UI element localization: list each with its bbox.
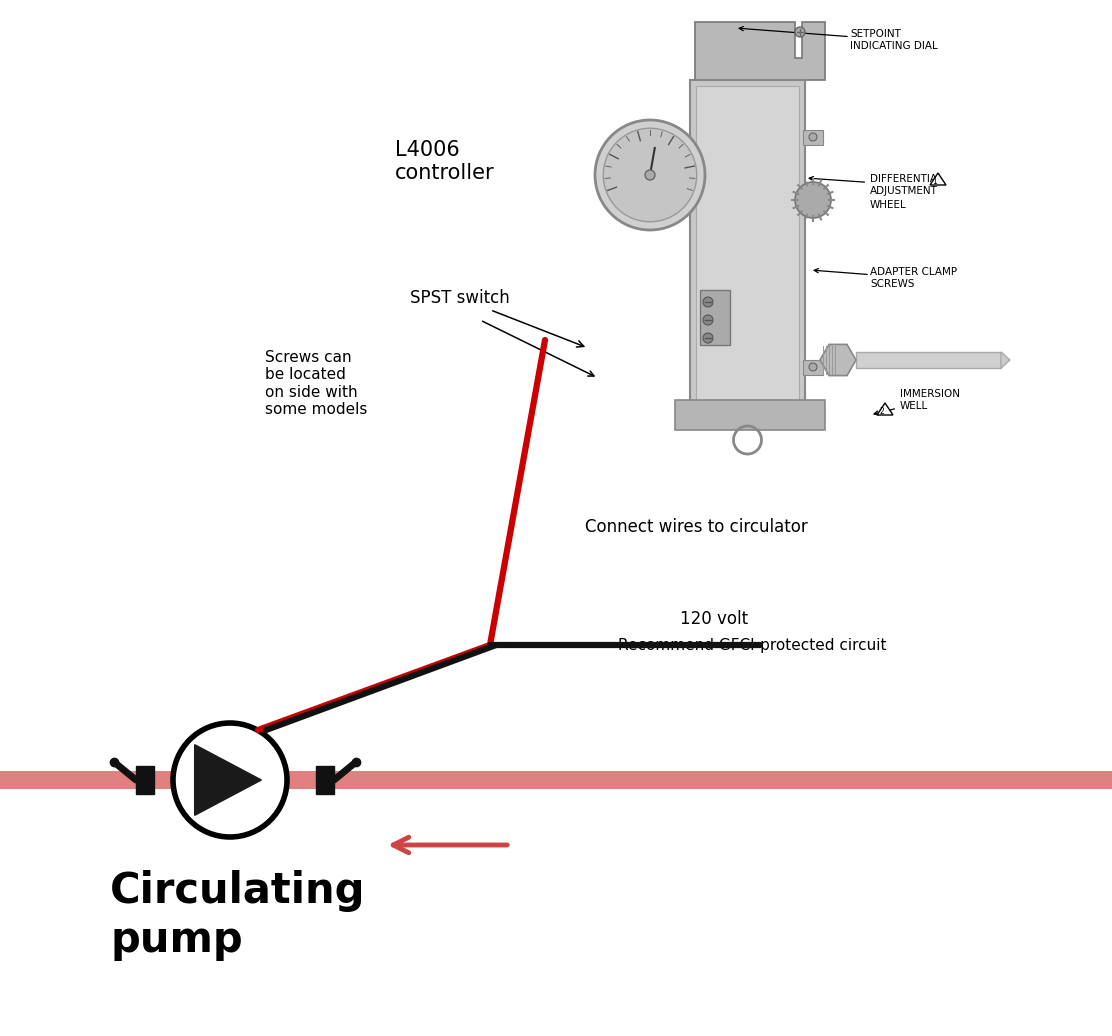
Circle shape [603, 128, 697, 222]
Text: Recommend GFCI-protected circuit: Recommend GFCI-protected circuit [618, 638, 886, 653]
Circle shape [703, 315, 713, 325]
Circle shape [703, 297, 713, 307]
Circle shape [703, 333, 713, 343]
Polygon shape [695, 22, 825, 80]
Text: Circulating
pump: Circulating pump [110, 870, 366, 960]
Circle shape [595, 120, 705, 230]
Polygon shape [820, 344, 856, 376]
Text: WHEEL: WHEEL [870, 200, 906, 210]
Text: ADAPTER CLAMP
SCREWS: ADAPTER CLAMP SCREWS [814, 267, 957, 289]
Text: 1: 1 [933, 177, 937, 186]
Polygon shape [877, 403, 893, 415]
Circle shape [173, 723, 287, 837]
Circle shape [795, 182, 831, 218]
Text: 120 volt: 120 volt [681, 610, 748, 628]
Circle shape [810, 133, 817, 141]
Polygon shape [930, 173, 946, 185]
Text: L4006
controller: L4006 controller [395, 140, 495, 183]
Text: SPST switch: SPST switch [410, 289, 584, 347]
Circle shape [795, 27, 805, 37]
Bar [136, 766, 153, 794]
Circle shape [810, 363, 817, 371]
Bar [699, 290, 729, 345]
Text: 2: 2 [880, 407, 884, 416]
Bar [675, 400, 825, 430]
Bar [803, 130, 823, 145]
Bar [856, 352, 1001, 368]
Bar [696, 86, 800, 404]
Circle shape [645, 170, 655, 180]
Polygon shape [1001, 352, 1010, 368]
Text: SETPOINT
INDICATING DIAL: SETPOINT INDICATING DIAL [739, 27, 937, 51]
Polygon shape [195, 745, 261, 815]
Text: Connect wires to circulator: Connect wires to circulator [585, 518, 807, 536]
Bar [316, 766, 334, 794]
Text: Screws can
be located
on side with
some models: Screws can be located on side with some … [265, 350, 367, 418]
Bar [803, 359, 823, 375]
Text: IMMERSION
WELL: IMMERSION WELL [874, 390, 960, 415]
Bar [691, 80, 805, 410]
Text: DIFFERENTIAL
ADJUSTMENT: DIFFERENTIAL ADJUSTMENT [810, 174, 943, 196]
